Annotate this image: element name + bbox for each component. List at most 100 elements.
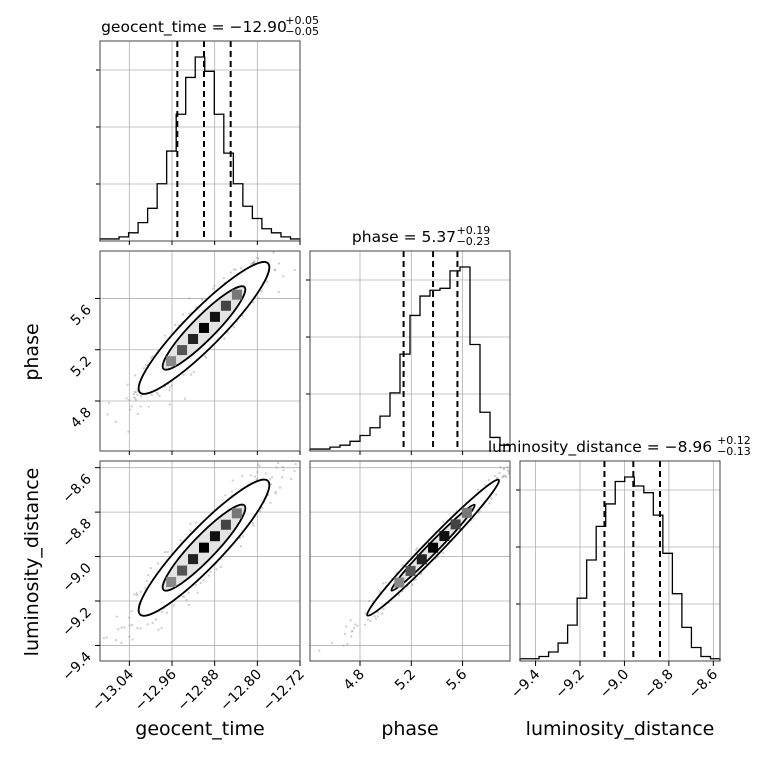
title-sup-luminosity-distance: +0.12	[717, 434, 751, 447]
scatter-point	[346, 642, 349, 646]
scatter-point	[172, 604, 175, 607]
scatter-point	[163, 334, 166, 337]
histogram-geocent-time	[96, 40, 301, 242]
scatter-point	[270, 237, 272, 239]
scatter-point	[260, 290, 263, 293]
scatter-point	[189, 529, 192, 532]
scatter-point	[411, 583, 414, 586]
y-tick-label: −9.2	[59, 605, 94, 640]
scatter-point	[506, 466, 509, 469]
scatter-point	[526, 457, 528, 459]
scatter-point	[253, 475, 257, 478]
x-tick-label: 4.8	[341, 667, 368, 694]
scatter-point	[364, 612, 367, 615]
scatter-point	[160, 627, 163, 630]
panel-frame	[99, 40, 301, 242]
scatter-point	[342, 644, 345, 647]
scatter-point	[277, 262, 281, 265]
scatter-point	[144, 586, 147, 590]
scatter-point	[120, 641, 123, 645]
scatter-point	[188, 297, 191, 300]
scatter-point	[139, 394, 143, 398]
scatter-point	[282, 469, 285, 472]
scatter-point	[139, 405, 142, 408]
scatter-point	[343, 632, 347, 636]
scatter-point	[318, 649, 321, 652]
title-sup-geocent-time: +0.05	[285, 14, 319, 27]
scatter-point	[272, 251, 275, 254]
scatter-point	[168, 403, 171, 406]
scatter-point	[127, 430, 130, 433]
scatter-point	[187, 591, 190, 594]
scatter-point	[484, 483, 487, 487]
x-tick-label: −12.72	[260, 667, 308, 715]
scatter-point	[502, 474, 506, 477]
scatter-point	[212, 287, 215, 290]
scatter-point	[295, 245, 297, 247]
scatter-point	[181, 313, 185, 316]
scatter-point	[264, 472, 267, 475]
scatter-point	[257, 297, 260, 300]
scatter-point	[223, 337, 226, 340]
scatter-point	[293, 268, 296, 271]
scatter-point	[381, 612, 384, 615]
x-tick-label: −12.88	[175, 667, 223, 715]
scatter-point	[157, 393, 160, 396]
panel-frame	[99, 250, 301, 452]
scatter-point	[250, 262, 253, 265]
scatter-point	[142, 367, 146, 370]
scatter-point	[128, 635, 131, 638]
scatter-point	[207, 574, 210, 577]
density-cell	[188, 334, 199, 345]
scatter-point	[199, 582, 202, 585]
scatter-point	[289, 477, 293, 481]
density-cell	[166, 577, 177, 588]
histogram-step	[309, 266, 511, 451]
scatter-point	[349, 619, 352, 622]
density-cell	[394, 577, 405, 588]
x-axis-label-luminosity-distance: luminosity_distance	[526, 718, 715, 740]
y-tick-label: 4.8	[68, 405, 95, 432]
scatter-point	[308, 219, 310, 221]
scatter-point	[185, 598, 188, 602]
scatter-point	[229, 271, 233, 274]
scatter-point	[188, 312, 191, 315]
scatter-point	[183, 397, 186, 400]
scatter-point	[277, 290, 281, 294]
scatter-point	[158, 395, 161, 398]
scatter-point	[290, 446, 292, 448]
joint-contents	[318, 457, 529, 671]
scatter-point	[182, 373, 185, 377]
scatter-point	[107, 401, 111, 404]
scatter-point	[128, 616, 131, 619]
scatter-point	[356, 624, 359, 627]
scatter-point	[203, 354, 207, 358]
scatter-point	[150, 393, 153, 396]
scatter-point	[527, 463, 529, 465]
scatter-point	[369, 619, 372, 622]
histogram-step	[519, 476, 721, 661]
scatter-point	[232, 268, 235, 271]
scatter-point	[189, 373, 193, 376]
scatter-point	[350, 635, 353, 638]
scatter-point	[293, 469, 296, 472]
scatter-point	[258, 465, 261, 468]
scatter-point	[477, 511, 480, 514]
scatter-point	[281, 476, 284, 479]
density-cell	[220, 519, 231, 530]
scatter-point	[120, 626, 123, 629]
scatter-point	[133, 593, 136, 596]
scatter-point	[488, 502, 491, 505]
scatter-point	[136, 393, 139, 396]
density-cell	[231, 508, 242, 519]
scatter-point	[282, 275, 285, 278]
x-tick-label: −9.0	[597, 667, 632, 702]
x-tick-label: −8.6	[686, 666, 721, 701]
scatter-point	[366, 618, 370, 621]
scatter-point	[195, 521, 198, 524]
scatter-point	[507, 472, 510, 475]
x-tick-label: −12.80	[217, 667, 265, 715]
scatter-point	[382, 582, 385, 585]
scatter-point	[106, 413, 109, 416]
scatter-point	[320, 669, 322, 671]
